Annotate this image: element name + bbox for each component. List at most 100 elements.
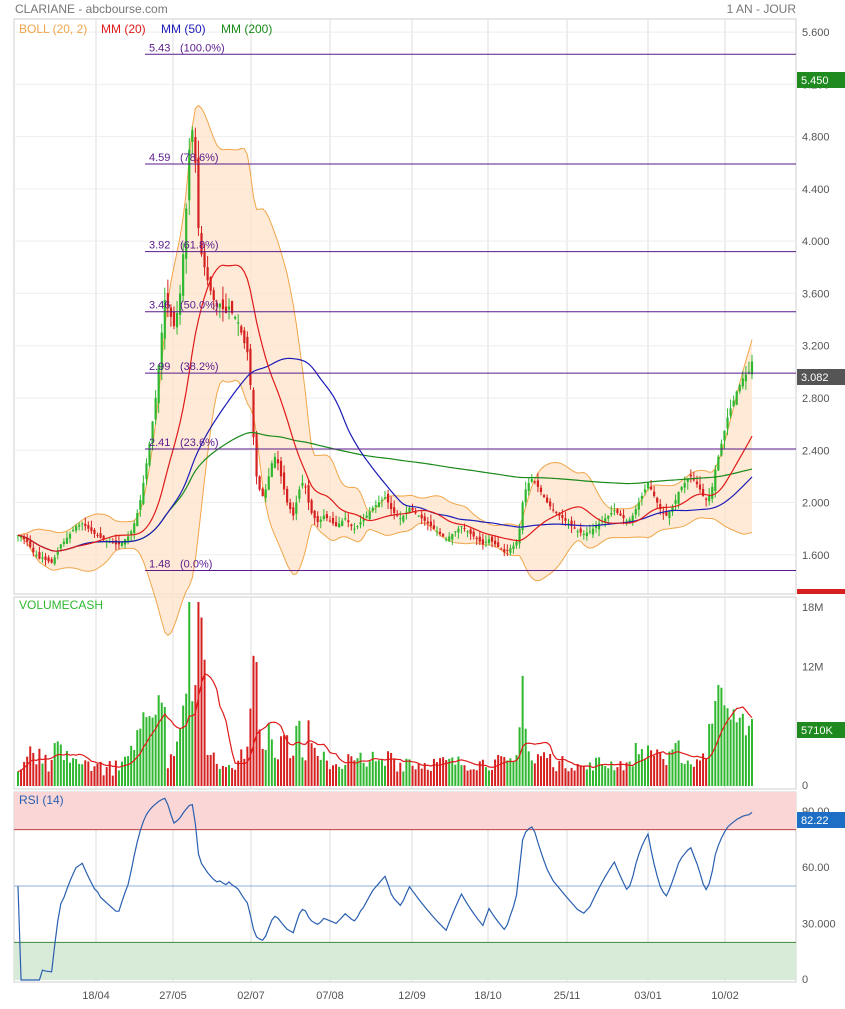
candle-body bbox=[261, 488, 264, 496]
candle-body bbox=[32, 547, 35, 553]
candle-body bbox=[377, 502, 380, 508]
volume-bar bbox=[197, 601, 200, 786]
volume-bar bbox=[399, 762, 402, 786]
candle-body bbox=[518, 528, 521, 544]
volume-bar bbox=[368, 761, 371, 786]
volume-layer bbox=[17, 601, 753, 786]
candle-body bbox=[744, 374, 747, 382]
candle-body bbox=[613, 510, 616, 512]
candle-body bbox=[393, 507, 396, 513]
candle-body bbox=[717, 456, 720, 471]
candle-body bbox=[500, 548, 503, 550]
rsi-oversold-zone bbox=[14, 942, 796, 980]
volume-bar bbox=[295, 725, 298, 786]
candle-body bbox=[402, 515, 405, 522]
volume-bar bbox=[289, 758, 292, 786]
volume-bar bbox=[212, 752, 215, 786]
candle-body bbox=[692, 479, 695, 481]
volume-bar bbox=[234, 769, 237, 786]
candle-body bbox=[197, 157, 200, 229]
volume-bar bbox=[674, 743, 677, 786]
volume-bar bbox=[448, 758, 451, 786]
volume-bar bbox=[738, 717, 741, 786]
volume-bar bbox=[157, 695, 160, 786]
date-axis-tick: 18/04 bbox=[82, 990, 110, 1002]
volume-bar bbox=[145, 717, 148, 786]
date-axis-tick: 27/05 bbox=[159, 990, 187, 1002]
volume-bar bbox=[405, 758, 408, 786]
candle-body bbox=[414, 511, 417, 513]
volume-bar bbox=[154, 714, 157, 786]
volume-bar bbox=[249, 708, 252, 786]
volume-bar bbox=[442, 757, 445, 786]
candle-body bbox=[359, 522, 362, 525]
candle-body bbox=[561, 515, 564, 519]
volume-bar bbox=[469, 769, 472, 786]
candle-body bbox=[463, 528, 466, 530]
volume-bar bbox=[423, 763, 426, 786]
candle-body bbox=[420, 514, 423, 519]
fibonacci-level-label: 3.46 bbox=[149, 300, 170, 312]
volume-bar bbox=[637, 754, 640, 786]
volume-bar bbox=[509, 758, 512, 786]
candle-body bbox=[732, 400, 735, 407]
candle-body bbox=[157, 365, 160, 404]
volume-bar bbox=[365, 766, 368, 786]
candle-body bbox=[390, 503, 393, 510]
candle-body bbox=[81, 523, 84, 525]
price-axis-tick: 1.600 bbox=[802, 550, 830, 562]
volume-bar bbox=[402, 771, 405, 786]
candle-body bbox=[206, 267, 209, 281]
candle-body bbox=[432, 525, 436, 529]
candle-body bbox=[729, 408, 732, 416]
candle-body bbox=[588, 531, 592, 533]
volume-bar bbox=[555, 771, 558, 786]
candle-body bbox=[738, 384, 741, 392]
volume-bar bbox=[246, 746, 249, 786]
volume-bar bbox=[84, 760, 87, 786]
candle-body bbox=[607, 515, 610, 519]
candles-layer bbox=[16, 126, 754, 566]
candle-body bbox=[604, 518, 607, 523]
volume-bar bbox=[478, 761, 481, 786]
candle-body bbox=[282, 472, 286, 490]
candle-body bbox=[160, 332, 163, 370]
candle-body bbox=[371, 507, 374, 512]
candle-body bbox=[674, 499, 677, 504]
volume-bar bbox=[117, 770, 120, 786]
candle-body bbox=[163, 299, 166, 339]
candle-body bbox=[374, 505, 377, 507]
candle-body bbox=[628, 519, 631, 522]
volume-bar bbox=[634, 743, 637, 786]
candle-body bbox=[90, 527, 93, 532]
volume-bar bbox=[23, 761, 26, 786]
date-axis-tick: 02/07 bbox=[237, 990, 265, 1002]
fibonacci-level-pct: (38.2%) bbox=[180, 361, 219, 373]
candle-body bbox=[249, 348, 252, 385]
candle-body bbox=[564, 518, 567, 521]
volume-bar bbox=[573, 770, 576, 786]
candle-body bbox=[26, 537, 29, 542]
volume-bar bbox=[111, 775, 114, 786]
volume-bar bbox=[552, 767, 555, 786]
candle-body bbox=[234, 316, 237, 319]
volume-bar bbox=[735, 722, 738, 786]
volume-bar bbox=[344, 764, 347, 786]
candle-body bbox=[616, 509, 619, 513]
volume-bar bbox=[353, 760, 356, 786]
price-panel-frame bbox=[13, 18, 797, 595]
volume-bar bbox=[503, 757, 506, 786]
volume-bar bbox=[591, 770, 594, 786]
volume-bar bbox=[720, 687, 723, 786]
volume-bar bbox=[631, 766, 634, 786]
volume-bar bbox=[619, 761, 622, 786]
price-axis-tick: 3.600 bbox=[802, 288, 830, 300]
low-marker-badge bbox=[797, 589, 845, 594]
candle-body bbox=[619, 513, 622, 516]
candle-body bbox=[383, 497, 387, 499]
candle-body bbox=[610, 512, 613, 515]
candle-body bbox=[188, 149, 191, 201]
volume-ma-line bbox=[17, 672, 753, 773]
candle-body bbox=[747, 371, 751, 373]
fibonacci-level-label: 3.92 bbox=[149, 240, 170, 252]
